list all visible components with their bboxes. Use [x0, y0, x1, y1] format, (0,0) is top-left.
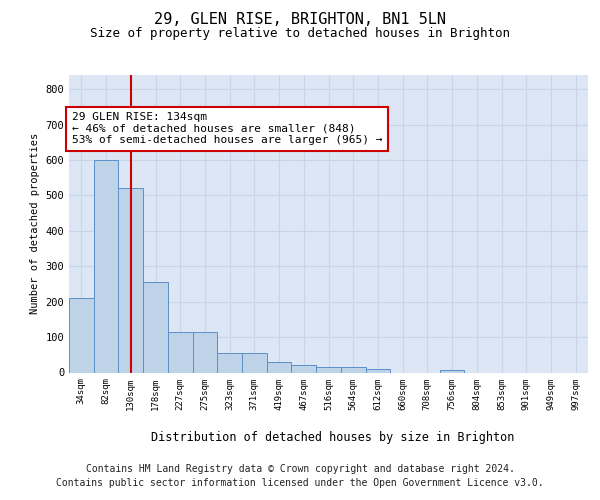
- Bar: [440, 370, 464, 372]
- Bar: [365, 369, 390, 372]
- Bar: [217, 353, 242, 372]
- Bar: [242, 353, 267, 372]
- Text: 29, GLEN RISE, BRIGHTON, BN1 5LN: 29, GLEN RISE, BRIGHTON, BN1 5LN: [154, 12, 446, 28]
- Text: Distribution of detached houses by size in Brighton: Distribution of detached houses by size …: [151, 431, 515, 444]
- Bar: [69, 298, 94, 372]
- Bar: [168, 332, 193, 372]
- Bar: [94, 160, 118, 372]
- Text: Size of property relative to detached houses in Brighton: Size of property relative to detached ho…: [90, 27, 510, 40]
- Bar: [193, 332, 217, 372]
- Bar: [292, 366, 316, 372]
- Bar: [118, 188, 143, 372]
- Text: 29 GLEN RISE: 134sqm
← 46% of detached houses are smaller (848)
53% of semi-deta: 29 GLEN RISE: 134sqm ← 46% of detached h…: [71, 112, 382, 146]
- Bar: [267, 362, 292, 372]
- Y-axis label: Number of detached properties: Number of detached properties: [30, 133, 40, 314]
- Bar: [316, 367, 341, 372]
- Text: Contains HM Land Registry data © Crown copyright and database right 2024.: Contains HM Land Registry data © Crown c…: [86, 464, 514, 474]
- Bar: [143, 282, 168, 372]
- Text: Contains public sector information licensed under the Open Government Licence v3: Contains public sector information licen…: [56, 478, 544, 488]
- Bar: [341, 367, 365, 372]
